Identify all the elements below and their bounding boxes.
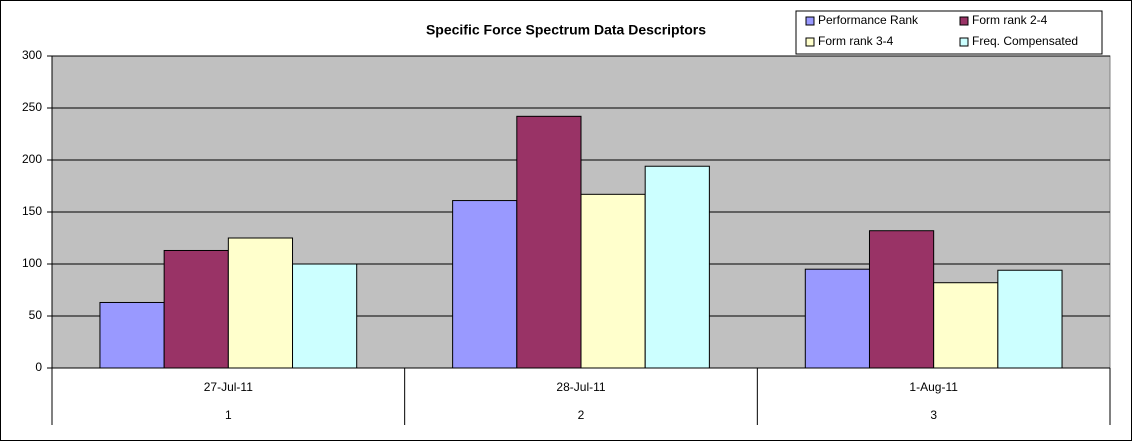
- y-tick-label: 100: [22, 256, 42, 270]
- y-tick-label: 250: [22, 100, 42, 114]
- bar: [997, 269, 1063, 369]
- legend-label: Form rank 3-4: [818, 34, 894, 48]
- bar: [452, 200, 518, 369]
- bar: [163, 249, 229, 369]
- x-tick-label: 1-Aug-11: [909, 380, 958, 394]
- legend-swatch: [805, 16, 815, 26]
- legend-box: [795, 10, 1103, 55]
- y-tick-label: 200: [22, 152, 42, 166]
- y-tick-label: 150: [22, 204, 42, 218]
- legend-swatch: [959, 37, 969, 47]
- bar: [99, 301, 165, 369]
- chart-title: Specific Force Spectrum Data Descriptors: [426, 22, 706, 38]
- legend-label: Form rank 2-4: [972, 13, 1048, 27]
- bar: [804, 268, 870, 369]
- bar: [227, 237, 294, 369]
- bar: [580, 193, 646, 369]
- y-tick-label: 0: [35, 360, 42, 374]
- y-tick-label: 300: [22, 48, 42, 62]
- bar: [516, 115, 582, 369]
- legend-swatch: [959, 16, 969, 26]
- legend-label: Freq. Compensated: [972, 34, 1078, 48]
- bar: [933, 282, 999, 369]
- x-tick-label: 27-Jul-11: [204, 380, 253, 394]
- bar: [292, 263, 358, 369]
- legend-label: Performance Rank: [818, 13, 919, 27]
- x-tick-label: 28-Jul-11: [556, 380, 605, 394]
- x-group-label: 2: [578, 408, 585, 422]
- x-group-label: 3: [930, 408, 937, 422]
- bar: [644, 165, 710, 369]
- y-tick-label: 50: [29, 308, 43, 322]
- bar: [868, 230, 935, 369]
- x-group-label: 1: [225, 408, 232, 422]
- legend-swatch: [805, 37, 815, 47]
